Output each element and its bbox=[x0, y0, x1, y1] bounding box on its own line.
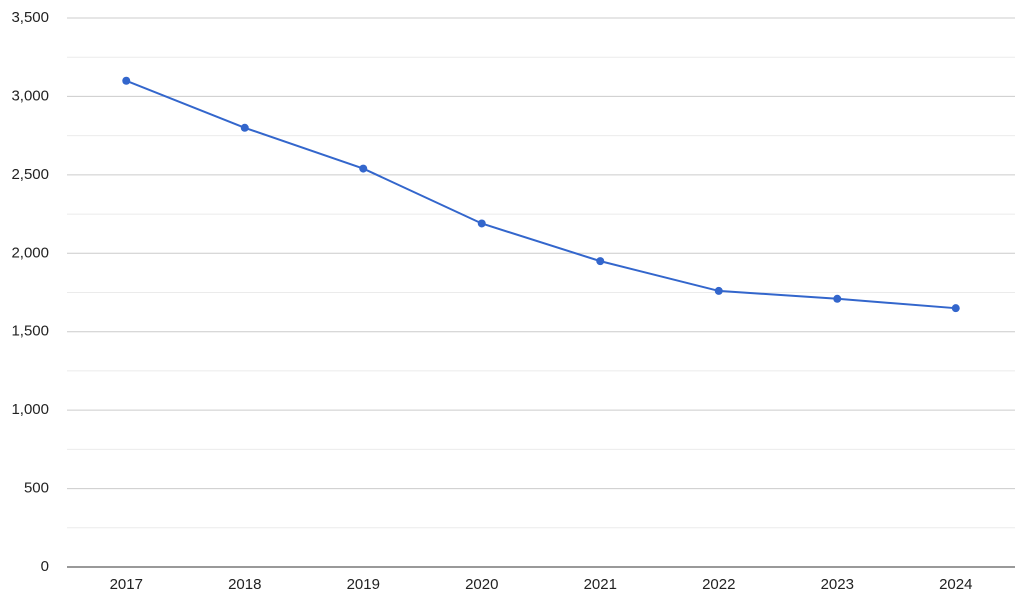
x-tick-label: 2017 bbox=[110, 576, 143, 593]
y-tick-label: 0 bbox=[41, 558, 49, 575]
y-tick-label: 1,000 bbox=[11, 401, 49, 418]
data-point bbox=[122, 76, 131, 85]
y-tick-label: 2,000 bbox=[11, 244, 49, 261]
x-tick-label: 2018 bbox=[228, 576, 261, 593]
data-point bbox=[951, 304, 960, 313]
data-point bbox=[714, 286, 723, 295]
x-tick-label: 2023 bbox=[821, 576, 854, 593]
x-tick-label: 2022 bbox=[702, 576, 735, 593]
data-line bbox=[125, 79, 956, 310]
data-point bbox=[477, 219, 486, 228]
data-point bbox=[240, 123, 249, 132]
y-tick-label: 2,500 bbox=[11, 166, 49, 183]
x-tick-label: 2019 bbox=[347, 576, 380, 593]
data-point bbox=[833, 294, 842, 303]
x-tick-label: 2021 bbox=[584, 576, 617, 593]
y-tick-label: 3,500 bbox=[11, 9, 49, 26]
x-tick-label: 2024 bbox=[939, 576, 972, 593]
data-point bbox=[596, 257, 605, 266]
y-tick-label: 1,500 bbox=[11, 323, 49, 340]
y-tick-label: 500 bbox=[24, 480, 49, 497]
x-tick-label: 2020 bbox=[465, 576, 498, 593]
data-point bbox=[359, 164, 368, 173]
y-tick-label: 3,000 bbox=[11, 87, 49, 104]
